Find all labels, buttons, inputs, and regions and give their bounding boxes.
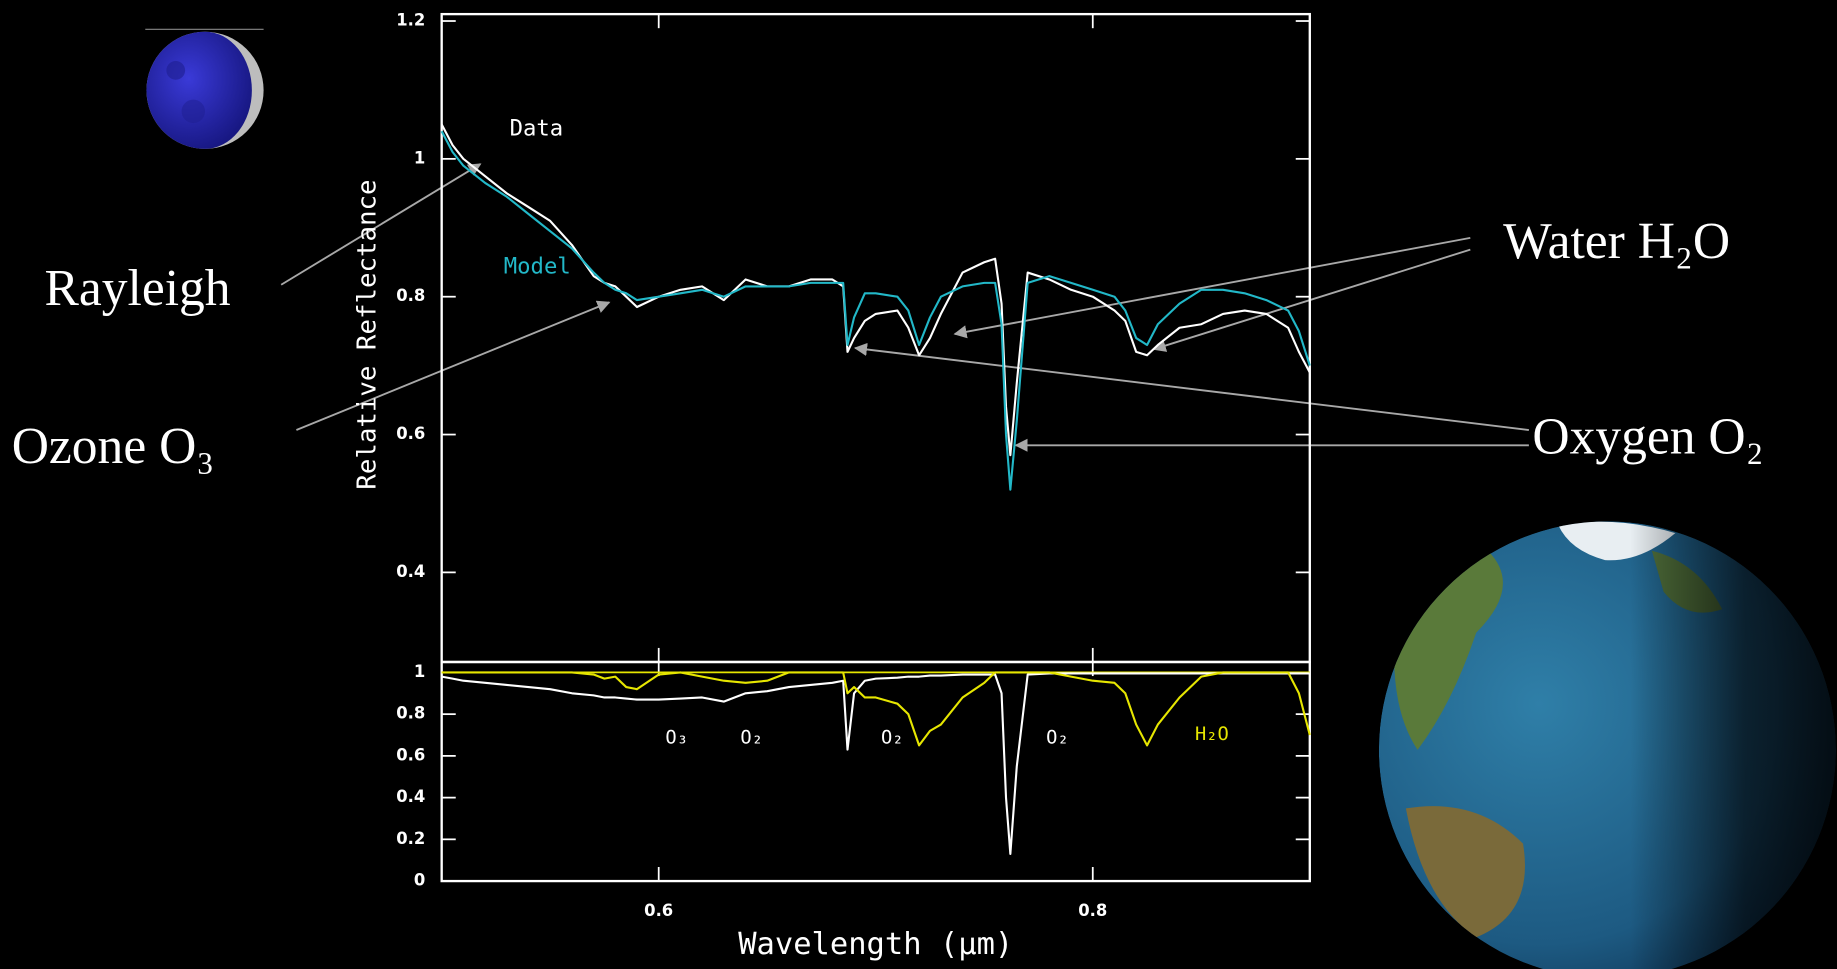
series-line [441, 672, 1310, 855]
y-tick-label: 0.4 [396, 787, 425, 806]
x-axis-title: Wavelength (μm) [738, 927, 1013, 962]
series-line [441, 671, 1311, 747]
slide-label: Oxygen O₂ [1532, 409, 1763, 466]
line-annotation: O₂ [881, 728, 904, 749]
series-line [440, 130, 1311, 491]
y-tick-label: 0.8 [396, 704, 425, 723]
slide-label: Water H₂O [1503, 213, 1730, 270]
y-tick-label: 1.2 [396, 11, 425, 30]
y-tick-label: 0.8 [396, 286, 425, 305]
y-tick-label: 0.4 [396, 562, 425, 581]
plot-frame [440, 660, 1311, 883]
series-line [440, 123, 1311, 457]
series-label: Data [510, 115, 564, 141]
slide-label: Rayleigh [45, 260, 231, 317]
slide-label: Ozone O₃ [12, 418, 215, 475]
y-axis-title: Relative Reflectance [352, 179, 382, 489]
line-annotation: O₂ [740, 728, 763, 749]
y-tick-label: 0.2 [396, 829, 425, 848]
earth-image [1378, 521, 1836, 969]
y-tick-label: 0 [414, 871, 425, 890]
series-label: H₂O [1195, 724, 1229, 745]
series-label: Model [504, 254, 571, 280]
line-annotation: O₃ [665, 728, 688, 749]
y-tick-label: 0.6 [396, 424, 425, 443]
x-tick-label: 0.8 [1078, 901, 1107, 920]
y-tick-label: 1 [414, 148, 425, 167]
annotation-arrows [280, 163, 1529, 452]
moon-image [145, 28, 264, 149]
y-tick-label: 1 [414, 662, 425, 681]
line-annotation: O₂ [1046, 728, 1069, 749]
plot-frame [440, 12, 1311, 664]
y-tick-label: 0.6 [396, 745, 425, 764]
x-tick-label: 0.6 [644, 901, 673, 920]
